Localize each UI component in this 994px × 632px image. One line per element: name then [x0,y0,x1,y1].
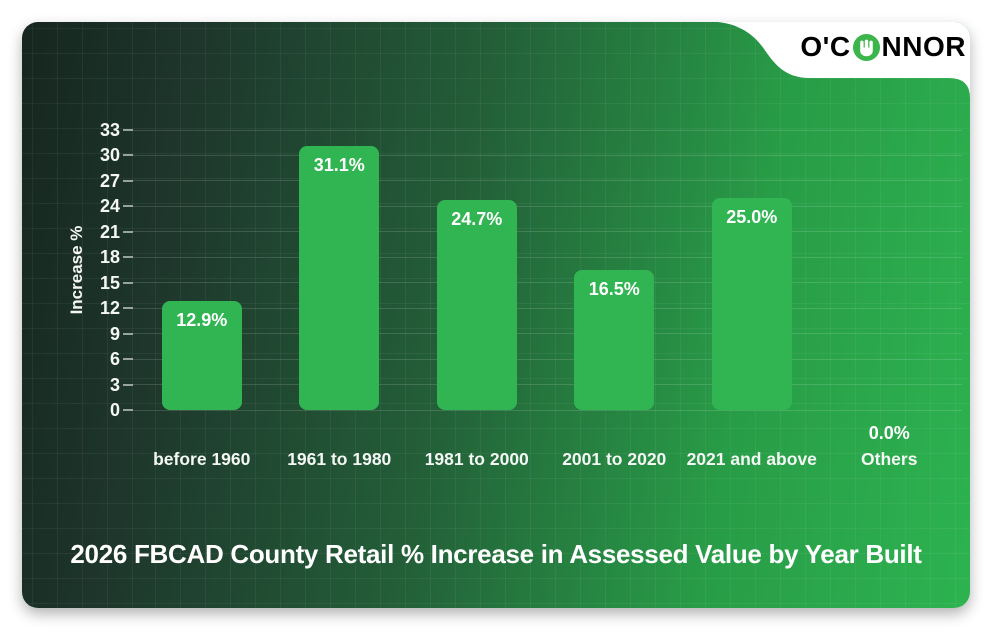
y-tick-label: 24 [99,196,120,217]
oconnor-hand-o-icon [852,33,880,61]
y-tick-label: 21 [99,221,120,242]
y-tick-mark [123,179,133,182]
category-label: 1961 to 1980 [287,449,392,469]
y-gridline [133,282,962,284]
bar-column: 25.0% [683,130,821,410]
y-tick-mark [123,129,133,131]
bar-column: 16.5% [546,130,684,410]
y-tick-label: 9 [109,323,120,344]
category-label: 2001 to 2020 [562,449,667,469]
y-tick-label: 15 [99,272,120,293]
category-label: 2021 and above [686,449,817,469]
y-gridline [133,307,962,309]
bar-column: 31.1% [271,130,409,410]
y-tick-mark [123,256,133,259]
y-tick-mark [123,205,133,208]
y-tick-mark [123,409,133,411]
y-tick-label: 0 [109,400,120,420]
x-axis-category-row: before 1960 1961 to 1980 1981 to 2000 2001 … [133,449,958,469]
y-gridline [133,129,962,131]
y-tick-label: 30 [99,145,120,166]
category-label: 1981 to 2000 [424,449,529,469]
oconnor-logo: O'C NNOR [800,32,966,62]
y-tick-mark [123,230,133,233]
oconnor-logo-text-post: NNOR [881,31,966,62]
bar-column: 12.9% [133,130,271,410]
y-gridline [133,154,962,156]
bar [574,270,655,410]
bar-value-label: 31.1% [313,155,365,176]
y-gridline [133,384,962,386]
bar [161,300,242,410]
y-gridline [133,205,962,207]
category-label: before 1960 [153,449,251,469]
y-gridline [133,180,962,182]
y-gridline [133,256,962,258]
y-gridline [133,231,962,233]
bar [299,146,380,410]
category-label: Others [861,449,918,469]
bar-column: 24.7% [408,130,546,410]
bar-value-label: 25.0% [726,206,778,227]
oconnor-logo-text-pre: O'C [800,31,851,62]
y-tick-mark [123,332,133,335]
chart-title: 2026 FBCAD County Retail % Increase in A… [70,539,922,569]
y-tick-label: 27 [99,170,120,191]
y-tick-mark [123,383,133,386]
plot-area: 12.9% 31.1% 24.7% 16.5% 25.0% 0.0% [133,130,959,443]
y-tick-label: 6 [109,349,120,370]
bar [711,197,792,410]
y-tick-mark [123,307,133,310]
y-gridline [133,409,962,411]
y-tick-mark [123,281,133,284]
y-tick-label: 18 [99,247,120,268]
bar-value-label: 24.7% [451,209,503,230]
bar-value-label: 16.5% [588,279,640,299]
y-gridline [133,333,962,335]
bar-column: 0.0% [821,130,959,443]
bar-value-label: 0.0% [868,423,910,443]
y-tick-label: 12 [99,298,120,319]
y-tick-mark [123,358,133,361]
bar-value-label: 12.9% [176,309,228,330]
chart-card: O'C NNOR Increase % 0 3 6 9 12 15 18 21 24 27 30 33… [22,22,970,608]
y-gridline [133,358,962,360]
y-tick-label: 3 [109,374,120,395]
card-top-right-notch [710,22,970,98]
bar [436,200,517,410]
y-tick-label: 33 [99,120,120,140]
y-tick-mark [123,154,133,157]
